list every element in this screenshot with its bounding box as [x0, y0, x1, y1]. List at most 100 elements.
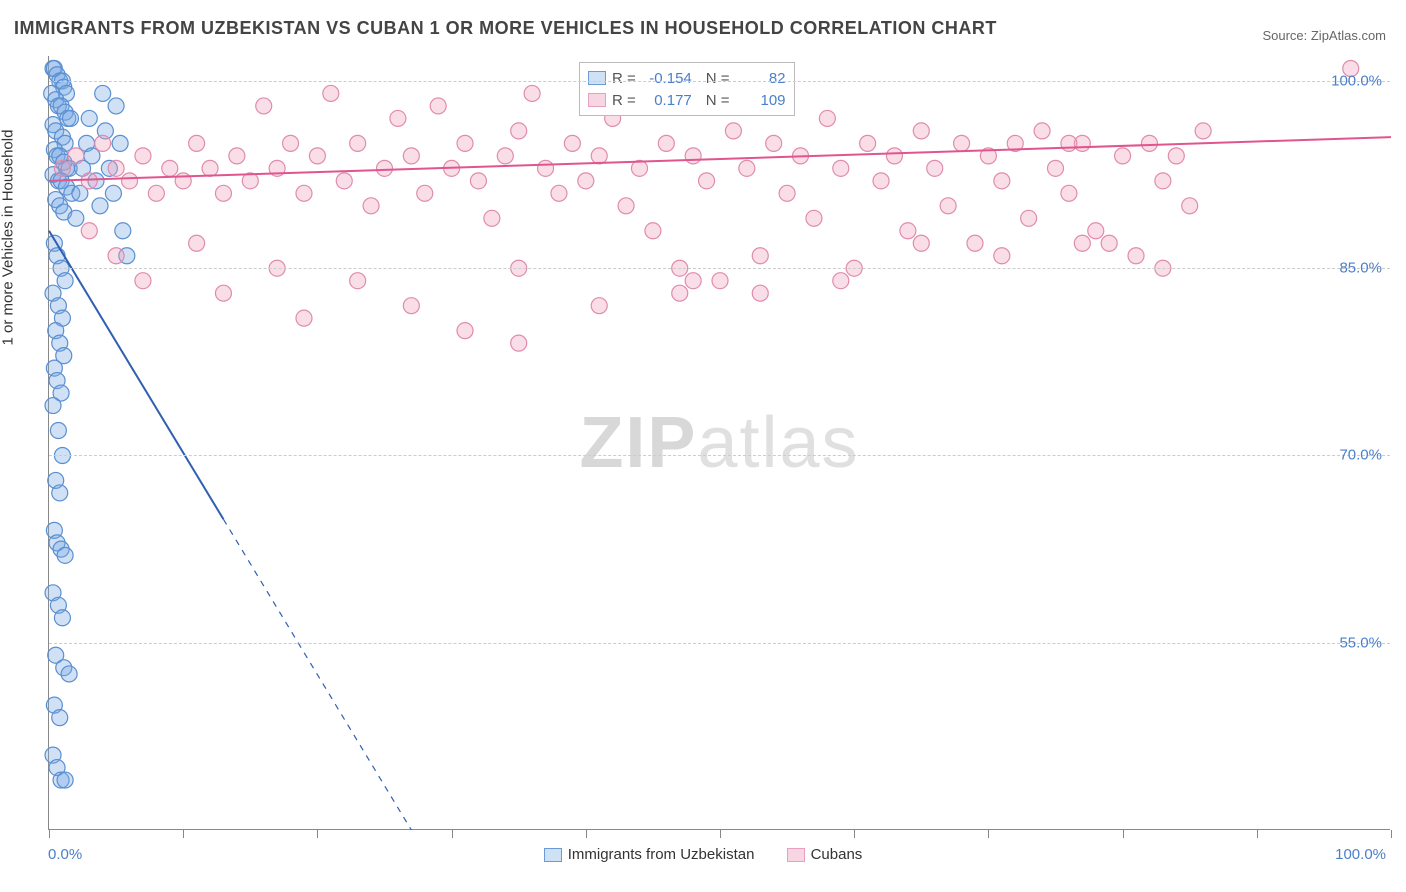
legend-item-series-1: Cubans [787, 846, 863, 863]
x-tick-mark [452, 830, 453, 838]
data-point-series-1 [591, 298, 607, 314]
chart-svg [49, 56, 1391, 830]
gridline [49, 455, 1390, 456]
data-point-series-1 [108, 248, 124, 264]
data-point-series-1 [752, 248, 768, 264]
data-point-series-1 [913, 235, 929, 251]
data-point-series-1 [927, 160, 943, 176]
data-point-series-1 [900, 223, 916, 239]
data-point-series-1 [457, 135, 473, 151]
data-point-series-0 [54, 610, 70, 626]
data-point-series-1 [229, 148, 245, 164]
y-tick-label: 85.0% [1339, 260, 1382, 277]
data-point-series-1 [1074, 235, 1090, 251]
data-point-series-0 [112, 135, 128, 151]
data-point-series-1 [484, 210, 500, 226]
data-point-series-1 [95, 135, 111, 151]
y-tick-label: 100.0% [1331, 72, 1382, 89]
data-point-series-1 [873, 173, 889, 189]
data-point-series-1 [806, 210, 822, 226]
data-point-series-1 [215, 285, 231, 301]
data-point-series-1 [954, 135, 970, 151]
data-point-series-1 [886, 148, 902, 164]
data-point-series-1 [148, 185, 164, 201]
data-point-series-1 [833, 273, 849, 289]
n-label: N = [706, 70, 730, 87]
data-point-series-1 [256, 98, 272, 114]
data-point-series-1 [189, 135, 205, 151]
data-point-series-1 [175, 173, 191, 189]
data-point-series-1 [994, 173, 1010, 189]
data-point-series-1 [1101, 235, 1117, 251]
x-tick-mark [49, 830, 50, 838]
stat-row-series-0: R = -0.154 N = 82 [588, 67, 786, 89]
y-axis-label: 1 or more Vehicles in Household [0, 130, 17, 346]
data-point-series-1 [430, 98, 446, 114]
data-point-series-1 [162, 160, 178, 176]
data-point-series-1 [752, 285, 768, 301]
plot-area: ZIPatlas R = -0.154 N = 82 R = 0.177 N =… [48, 56, 1390, 830]
data-point-series-1 [390, 110, 406, 126]
data-point-series-1 [215, 185, 231, 201]
data-point-series-0 [105, 185, 121, 201]
data-point-series-1 [54, 160, 70, 176]
swatch-series-0 [588, 71, 606, 85]
data-point-series-1 [350, 273, 366, 289]
data-point-series-1 [1088, 223, 1104, 239]
data-point-series-0 [81, 110, 97, 126]
data-point-series-0 [68, 210, 84, 226]
data-point-series-1 [377, 160, 393, 176]
data-point-series-1 [1195, 123, 1211, 139]
gridline [49, 643, 1390, 644]
r-label: R = [612, 70, 636, 87]
data-point-series-1 [323, 85, 339, 101]
data-point-series-0 [50, 423, 66, 439]
data-point-series-0 [57, 273, 73, 289]
swatch-series-0 [544, 848, 562, 862]
x-tick-mark [317, 830, 318, 838]
data-point-series-1 [135, 148, 151, 164]
x-tick-mark [1123, 830, 1124, 838]
n-label: N = [706, 92, 730, 109]
data-point-series-1 [202, 160, 218, 176]
data-point-series-1 [860, 135, 876, 151]
r-value-series-1: 0.177 [642, 92, 692, 109]
data-point-series-1 [779, 185, 795, 201]
data-point-series-1 [309, 148, 325, 164]
data-point-series-1 [739, 160, 755, 176]
swatch-series-1 [588, 93, 606, 107]
data-point-series-1 [403, 148, 419, 164]
legend-label-series-1: Cubans [811, 846, 863, 863]
gridline [49, 81, 1390, 82]
data-point-series-1 [497, 148, 513, 164]
data-point-series-1 [1128, 248, 1144, 264]
data-point-series-1 [1048, 160, 1064, 176]
data-point-series-1 [68, 148, 84, 164]
data-point-series-1 [940, 198, 956, 214]
data-point-series-1 [538, 160, 554, 176]
data-point-series-1 [417, 185, 433, 201]
data-point-series-1 [725, 123, 741, 139]
data-point-series-1 [618, 198, 634, 214]
bottom-legend: Immigrants from Uzbekistan Cubans [0, 846, 1406, 866]
data-point-series-1 [766, 135, 782, 151]
data-point-series-0 [92, 198, 108, 214]
trend-line-series-0 [49, 231, 223, 520]
data-point-series-1 [658, 135, 674, 151]
data-point-series-1 [1141, 135, 1157, 151]
x-tick-mark [1257, 830, 1258, 838]
y-tick-label: 70.0% [1339, 447, 1382, 464]
data-point-series-0 [95, 85, 111, 101]
data-point-series-1 [819, 110, 835, 126]
data-point-series-1 [1061, 185, 1077, 201]
data-point-series-1 [1155, 173, 1171, 189]
data-point-series-1 [470, 173, 486, 189]
data-point-series-1 [913, 123, 929, 139]
data-point-series-1 [685, 273, 701, 289]
data-point-series-0 [62, 110, 78, 126]
x-tick-mark [183, 830, 184, 838]
trend-line-extrapolated-series-0 [223, 519, 411, 830]
data-point-series-1 [1061, 135, 1077, 151]
data-point-series-1 [189, 235, 205, 251]
data-point-series-1 [81, 173, 97, 189]
